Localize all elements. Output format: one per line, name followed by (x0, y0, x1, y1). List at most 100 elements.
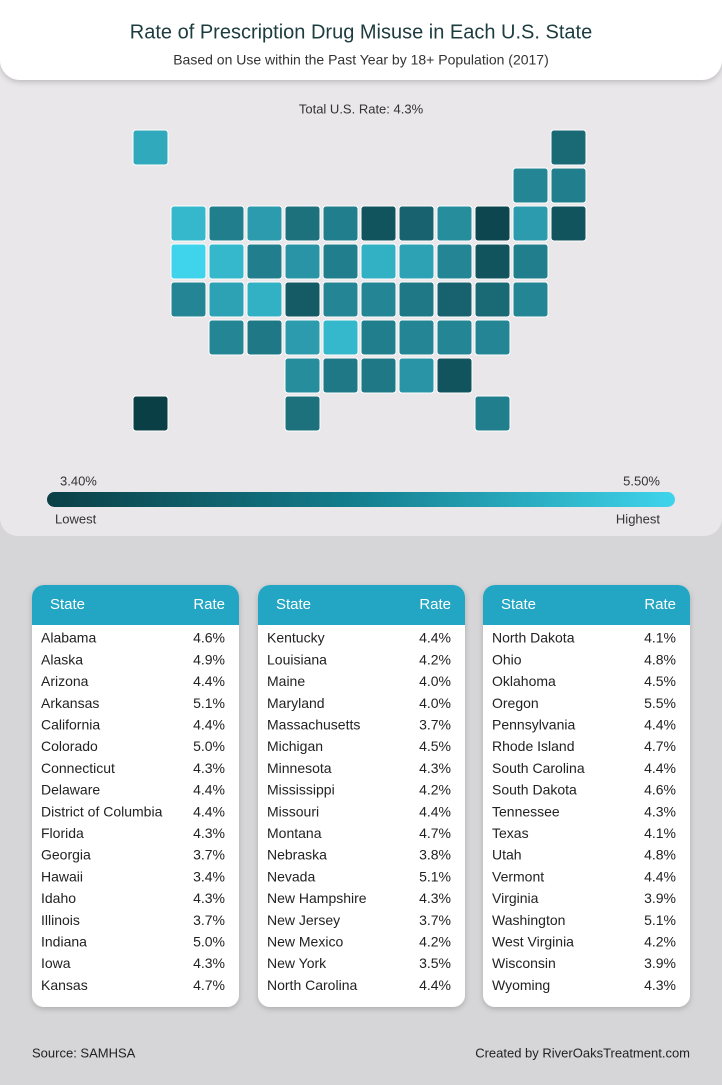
state-rate: 4.1% (644, 825, 676, 841)
state-name: California (41, 717, 100, 733)
state-rate: 3.7% (419, 912, 451, 928)
state-name: Idaho (41, 890, 76, 906)
state-name: Nevada (267, 868, 315, 884)
state-rate: 4.3% (193, 825, 225, 841)
state-name: Mississippi (267, 782, 335, 798)
state-tile (284, 243, 321, 280)
state-name: New York (267, 955, 327, 971)
state-tile (322, 319, 359, 356)
table-card (258, 585, 465, 1007)
state-name: Texas (492, 825, 529, 841)
state-tile (246, 319, 283, 356)
state-rate: 4.4% (644, 760, 676, 776)
subtitle: Based on Use within the Past Year by 18+… (173, 52, 549, 68)
state-rate: 4.7% (644, 738, 676, 754)
state-rate: 4.0% (419, 673, 451, 689)
state-tile (170, 243, 207, 280)
state-rate: 5.1% (193, 695, 225, 711)
state-name: Washington (492, 912, 565, 928)
state-rate: 5.5% (644, 695, 676, 711)
state-rate: 4.7% (193, 977, 225, 993)
state-rate: 4.0% (419, 695, 451, 711)
state-rate: 4.7% (419, 825, 451, 841)
state-rate: 4.2% (644, 934, 676, 950)
rate-table: State Rate North Dakota 4.1% Ohio 4.8% Oklahom… (483, 585, 690, 1007)
state-tile (474, 243, 511, 280)
state-tile (246, 281, 283, 318)
state-name: South Dakota (492, 782, 577, 798)
state-rate: 4.4% (644, 868, 676, 884)
state-rate: 5.1% (644, 912, 676, 928)
state-rate: 4.4% (193, 803, 225, 819)
state-name: Missouri (267, 803, 319, 819)
state-name: Arizona (41, 673, 89, 689)
state-tile (284, 395, 321, 432)
state-rate: 4.2% (419, 934, 451, 950)
state-rate: 4.4% (419, 977, 451, 993)
state-tile (550, 167, 587, 204)
state-name: Tennessee (492, 803, 560, 819)
state-tile (360, 205, 397, 242)
state-name: Arkansas (41, 695, 99, 711)
state-tile (322, 243, 359, 280)
state-rate: 5.0% (193, 738, 225, 754)
state-name: South Carolina (492, 760, 585, 776)
state-name: Louisiana (267, 651, 327, 667)
state-rate: 4.3% (193, 890, 225, 906)
state-rate: 3.7% (193, 912, 225, 928)
state-tile (360, 357, 397, 394)
state-name: Oregon (492, 695, 539, 711)
legend-low: Lowest (55, 511, 97, 526)
legend-high: Highest (616, 511, 660, 526)
state-rate: 3.7% (419, 717, 451, 733)
state-rate: 5.0% (193, 934, 225, 950)
state-name: Maine (267, 673, 305, 689)
header-state: State (276, 596, 311, 613)
state-tile (474, 205, 511, 242)
state-rate: 4.9% (193, 651, 225, 667)
state-rate: 5.1% (419, 868, 451, 884)
state-name: Ohio (492, 651, 522, 667)
state-name: Alaska (41, 651, 83, 667)
state-tile (512, 243, 549, 280)
source: Source: SAMHSA (32, 1045, 136, 1060)
rate-table: State Rate Kentucky 4.4% Louisiana 4.2% Maine 4… (258, 585, 465, 1007)
state-rate: 4.3% (193, 955, 225, 971)
state-tile (512, 167, 549, 204)
state-rate: 4.3% (644, 977, 676, 993)
state-tile (208, 243, 245, 280)
table-header (258, 585, 465, 625)
state-name: Florida (41, 825, 84, 841)
state-name: Delaware (41, 782, 100, 798)
header-state: State (501, 596, 536, 613)
state-rate: 4.8% (644, 847, 676, 863)
state-tile (132, 129, 169, 166)
state-tile (170, 205, 207, 242)
state-tile (398, 357, 435, 394)
state-rate: 4.8% (644, 651, 676, 667)
state-rate: 4.5% (419, 738, 451, 754)
state-rate: 4.6% (644, 782, 676, 798)
state-tile (132, 395, 169, 432)
state-name: Wisconsin (492, 955, 556, 971)
state-rate: 4.4% (193, 782, 225, 798)
state-tile (284, 281, 321, 318)
state-rate: 4.3% (419, 890, 451, 906)
rate-table: State Rate Alabama 4.6% Alaska 4.9% Arizona 4.4… (32, 585, 239, 1007)
state-rate: 4.2% (419, 782, 451, 798)
state-tile (398, 205, 435, 242)
header-rate: Rate (644, 596, 676, 613)
state-tile (360, 319, 397, 356)
state-tile (322, 281, 359, 318)
state-rate: 3.7% (193, 847, 225, 863)
state-rate: 4.4% (193, 673, 225, 689)
table-card (483, 585, 690, 1007)
state-rate: 3.5% (419, 955, 451, 971)
state-tile (436, 243, 473, 280)
state-tile (398, 243, 435, 280)
state-name: Massachusetts (267, 717, 360, 733)
state-tile (322, 357, 359, 394)
tables: State Rate Alabama 4.6% Alaska 4.9% Arizona 4.4… (32, 585, 690, 1007)
legend-bar (47, 492, 675, 507)
state-rate: 4.3% (193, 760, 225, 776)
